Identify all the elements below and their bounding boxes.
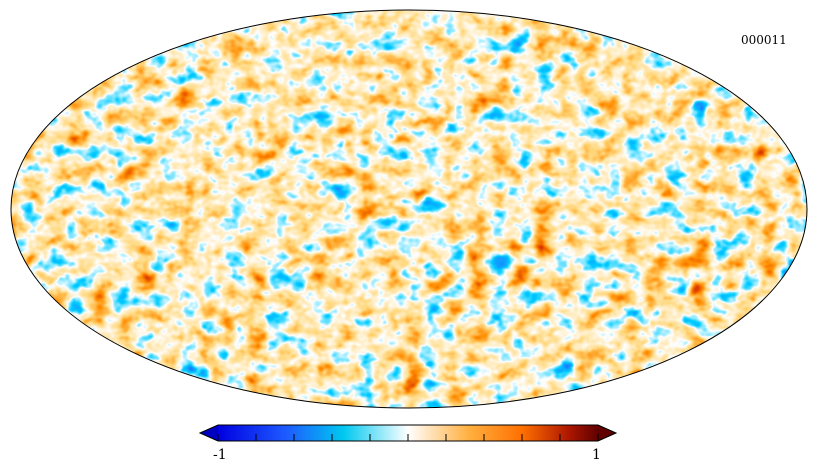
colorbar-left-arrow (200, 425, 218, 441)
colorbar-gradient (218, 425, 598, 441)
colorbar-right-arrow (598, 425, 616, 441)
colorbar (198, 424, 618, 442)
sky-map-outline (10, 9, 808, 409)
sky-map (11, 10, 807, 408)
map-label: 000011 (741, 33, 787, 47)
colorbar-max-label: 1 (592, 447, 601, 463)
colorbar-ticks (217, 434, 599, 441)
colorbar-min-label: -1 (213, 447, 227, 463)
